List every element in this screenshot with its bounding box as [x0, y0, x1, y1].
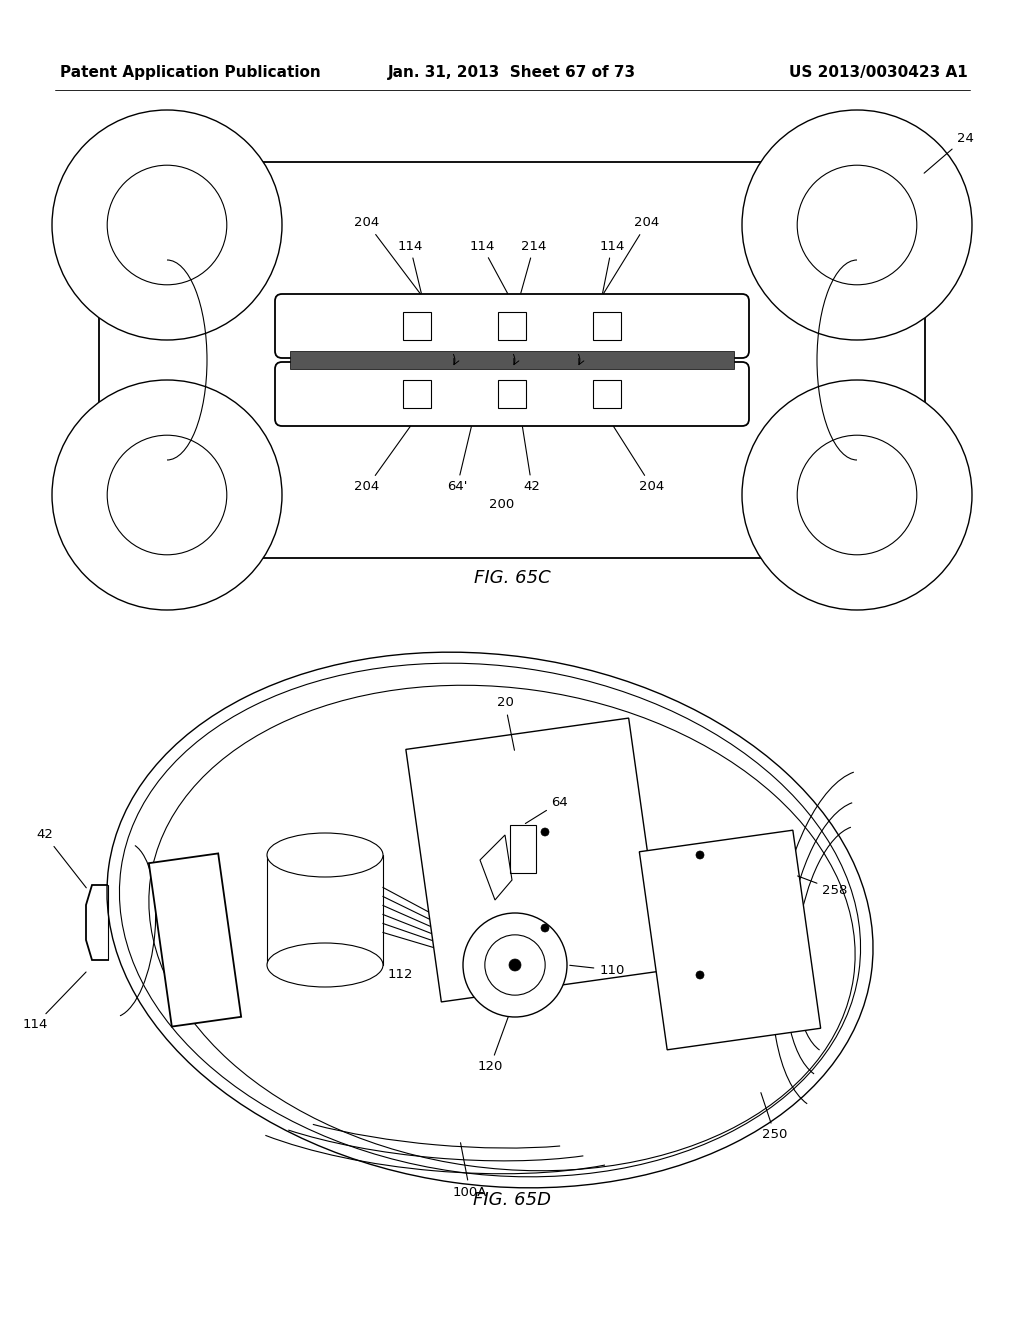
Text: 114: 114 — [397, 239, 423, 293]
Circle shape — [696, 851, 705, 859]
Bar — [498, 312, 526, 341]
Text: 20: 20 — [497, 697, 514, 750]
Text: 112: 112 — [355, 949, 413, 982]
Text: 42: 42 — [37, 829, 86, 888]
Circle shape — [798, 436, 916, 554]
Bar — [593, 380, 621, 408]
Text: Patent Application Publication: Patent Application Publication — [60, 65, 321, 79]
Circle shape — [52, 380, 282, 610]
Circle shape — [509, 960, 521, 972]
Text: 214: 214 — [521, 239, 547, 293]
Text: FIG. 65C: FIG. 65C — [474, 569, 550, 587]
FancyBboxPatch shape — [275, 362, 749, 426]
Polygon shape — [148, 854, 241, 1027]
Text: 24: 24 — [924, 132, 974, 173]
Text: 204: 204 — [354, 426, 411, 494]
Ellipse shape — [267, 942, 383, 987]
Text: 64: 64 — [525, 796, 568, 824]
Circle shape — [108, 165, 226, 285]
Circle shape — [463, 913, 567, 1016]
Bar — [403, 312, 431, 341]
Circle shape — [798, 165, 916, 285]
Circle shape — [541, 828, 549, 836]
Text: 110: 110 — [569, 964, 625, 977]
Bar — [593, 312, 621, 341]
Text: 64': 64' — [446, 426, 471, 494]
Text: 42: 42 — [522, 426, 541, 494]
Circle shape — [52, 110, 282, 341]
Text: 100A: 100A — [453, 1143, 487, 1199]
Text: 204: 204 — [613, 426, 665, 494]
Text: 258: 258 — [798, 876, 848, 896]
Text: 114: 114 — [23, 972, 86, 1031]
Text: 114: 114 — [599, 239, 625, 293]
Ellipse shape — [148, 685, 855, 1171]
Text: 250: 250 — [761, 1093, 787, 1142]
Text: 204: 204 — [603, 216, 659, 293]
Ellipse shape — [120, 663, 860, 1177]
Circle shape — [484, 935, 545, 995]
Bar — [510, 825, 536, 873]
Circle shape — [742, 110, 972, 341]
Text: 114: 114 — [469, 239, 508, 293]
Circle shape — [541, 924, 549, 932]
Text: 120: 120 — [477, 1015, 509, 1073]
Text: US 2013/0030423 A1: US 2013/0030423 A1 — [790, 65, 968, 79]
FancyBboxPatch shape — [99, 162, 925, 558]
Bar — [498, 380, 526, 408]
Bar — [290, 351, 734, 370]
Circle shape — [108, 436, 226, 554]
Circle shape — [696, 972, 705, 979]
Polygon shape — [406, 718, 665, 1002]
Text: 204: 204 — [354, 216, 420, 294]
Circle shape — [742, 380, 972, 610]
Ellipse shape — [106, 652, 873, 1188]
FancyBboxPatch shape — [275, 294, 749, 358]
Ellipse shape — [267, 833, 383, 876]
Text: Jan. 31, 2013  Sheet 67 of 73: Jan. 31, 2013 Sheet 67 of 73 — [388, 65, 636, 79]
Text: 200: 200 — [489, 498, 515, 511]
Polygon shape — [639, 830, 820, 1049]
Bar — [403, 380, 431, 408]
Text: FIG. 65D: FIG. 65D — [473, 1191, 551, 1209]
